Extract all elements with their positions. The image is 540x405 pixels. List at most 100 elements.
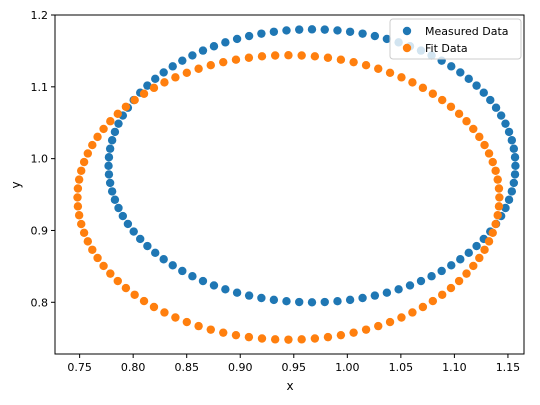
data-point bbox=[151, 248, 160, 258]
data-point bbox=[206, 61, 215, 70]
data-point bbox=[198, 46, 208, 55]
data-point bbox=[361, 61, 371, 70]
data-point bbox=[83, 237, 93, 246]
data-point bbox=[244, 53, 254, 62]
data-point bbox=[99, 124, 108, 134]
data-point bbox=[427, 272, 436, 281]
data-point bbox=[209, 42, 219, 51]
legend-marker-measured bbox=[402, 26, 412, 36]
data-point bbox=[333, 297, 342, 306]
data-point bbox=[408, 78, 417, 87]
data-point bbox=[464, 74, 473, 84]
y-tick-label: 1.2 bbox=[31, 9, 49, 22]
data-point bbox=[269, 27, 279, 36]
data-point bbox=[114, 119, 123, 128]
data-point bbox=[79, 228, 89, 237]
y-tick-label: 1.0 bbox=[31, 153, 49, 166]
data-point bbox=[486, 95, 495, 105]
data-point bbox=[491, 219, 500, 229]
data-point bbox=[446, 283, 456, 293]
data-point bbox=[507, 136, 517, 145]
data-point bbox=[106, 117, 115, 126]
data-point bbox=[270, 51, 280, 60]
data-points bbox=[73, 25, 520, 344]
data-point bbox=[511, 161, 520, 171]
data-point bbox=[336, 330, 346, 340]
data-point bbox=[77, 166, 86, 175]
data-point bbox=[182, 68, 192, 78]
data-point bbox=[493, 175, 502, 184]
legend: Measured Data Fit Data bbox=[389, 18, 522, 60]
data-point bbox=[219, 328, 228, 337]
data-point bbox=[139, 296, 149, 306]
data-point bbox=[297, 51, 306, 60]
data-point bbox=[374, 64, 383, 73]
y-tick-label: 0.9 bbox=[31, 224, 49, 237]
x-tick-label: 1.10 bbox=[442, 361, 467, 374]
x-tick-label: 1.05 bbox=[389, 361, 414, 374]
x-tick-label: 0.85 bbox=[174, 361, 199, 374]
data-point bbox=[188, 51, 197, 60]
series-2 bbox=[73, 51, 504, 344]
data-point bbox=[104, 161, 113, 171]
data-point bbox=[437, 266, 446, 276]
data-point bbox=[358, 29, 367, 38]
data-point bbox=[221, 38, 230, 47]
data-point bbox=[194, 321, 203, 331]
x-tick-label: 0.95 bbox=[282, 361, 307, 374]
data-point bbox=[345, 27, 355, 36]
data-point bbox=[232, 288, 242, 297]
data-point bbox=[139, 89, 149, 98]
data-point bbox=[438, 290, 447, 299]
data-point bbox=[143, 241, 152, 251]
x-axis-ticks: 0.75 0.80 0.85 0.90 0.95 1.00 1.05 1.10 1.15 bbox=[67, 354, 520, 374]
data-point bbox=[284, 335, 293, 344]
data-point bbox=[456, 68, 465, 77]
y-axis-ticks: 0.8 0.9 1.0 1.1 1.2 bbox=[31, 9, 55, 309]
data-point bbox=[320, 25, 329, 34]
data-point bbox=[462, 269, 471, 278]
data-point bbox=[110, 127, 120, 137]
data-point bbox=[257, 293, 266, 303]
data-point bbox=[310, 52, 320, 61]
data-point bbox=[472, 81, 481, 90]
data-point bbox=[93, 253, 102, 263]
data-point bbox=[209, 281, 219, 290]
data-point bbox=[446, 102, 456, 111]
data-point bbox=[130, 290, 139, 299]
data-point bbox=[221, 285, 230, 294]
data-point bbox=[121, 102, 131, 111]
data-point bbox=[79, 157, 89, 167]
y-axis-label: y bbox=[9, 181, 23, 188]
data-point bbox=[349, 57, 358, 67]
data-point bbox=[295, 297, 304, 307]
data-point bbox=[310, 334, 320, 343]
data-point bbox=[496, 111, 506, 120]
data-point bbox=[107, 136, 117, 145]
data-point bbox=[171, 73, 180, 82]
data-point bbox=[370, 291, 380, 300]
data-point bbox=[475, 132, 484, 142]
data-point bbox=[149, 83, 159, 93]
data-point bbox=[504, 127, 514, 137]
data-point bbox=[345, 295, 355, 305]
data-point bbox=[501, 119, 510, 128]
data-point bbox=[232, 34, 242, 44]
data-point bbox=[105, 144, 115, 153]
data-point bbox=[284, 51, 293, 60]
plot-frame bbox=[54, 14, 525, 355]
data-point bbox=[244, 332, 254, 342]
y-tick-label: 1.1 bbox=[31, 81, 49, 94]
data-point bbox=[469, 124, 478, 134]
data-point bbox=[507, 187, 517, 196]
data-point bbox=[282, 26, 291, 35]
data-point bbox=[416, 276, 426, 286]
data-point bbox=[168, 261, 177, 270]
data-point bbox=[77, 219, 86, 229]
data-point bbox=[323, 332, 333, 342]
data-point bbox=[438, 95, 447, 105]
data-point bbox=[206, 325, 215, 334]
data-point bbox=[270, 335, 280, 344]
data-point bbox=[178, 266, 187, 276]
data-point bbox=[244, 31, 254, 41]
